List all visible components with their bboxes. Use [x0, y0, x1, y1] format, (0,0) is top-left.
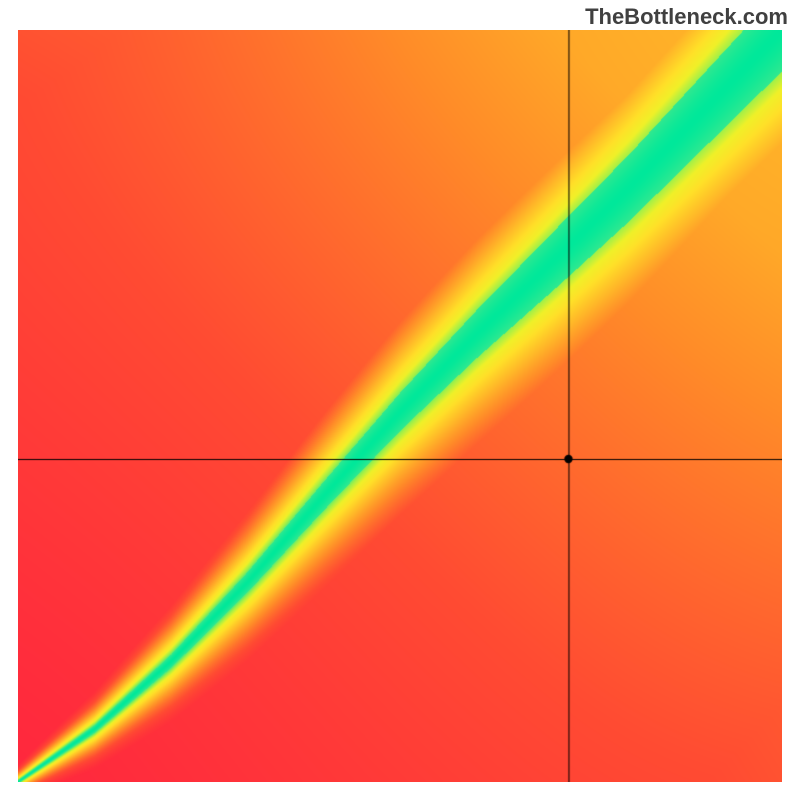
chart-container: TheBottleneck.com [0, 0, 800, 800]
watermark-text: TheBottleneck.com [585, 4, 788, 30]
crosshair-overlay [18, 30, 782, 782]
